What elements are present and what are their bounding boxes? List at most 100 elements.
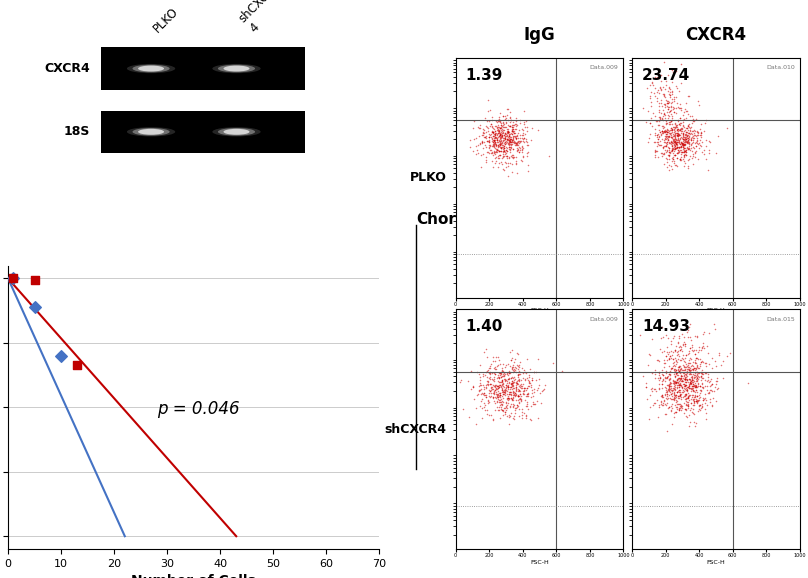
Point [669, 160, 682, 169]
Point [491, 138, 504, 147]
Point [674, 364, 687, 373]
Point [671, 148, 684, 157]
Point [487, 136, 500, 145]
Point [674, 405, 687, 414]
Point [679, 148, 692, 157]
Point [659, 146, 671, 155]
Point [659, 131, 671, 140]
Point [652, 384, 665, 394]
Point [680, 127, 693, 136]
Point [512, 373, 525, 382]
Point [709, 357, 722, 366]
Point [518, 119, 531, 128]
Point [663, 145, 675, 154]
Point [505, 395, 518, 404]
Point [481, 377, 494, 386]
Point [682, 364, 695, 373]
Point [490, 130, 503, 139]
Point [681, 129, 694, 138]
Point [512, 361, 525, 370]
Point [477, 125, 490, 134]
Point [646, 78, 659, 87]
Point [667, 361, 680, 370]
Point [709, 376, 722, 385]
Point [677, 161, 690, 171]
Point [671, 131, 684, 140]
Point [468, 394, 481, 403]
Point [680, 390, 692, 399]
Point [511, 130, 524, 139]
Point [646, 386, 659, 395]
Point [684, 387, 697, 396]
Point [663, 119, 676, 128]
Point [673, 342, 686, 351]
Point [675, 138, 688, 147]
Point [675, 402, 688, 411]
Point [656, 369, 669, 379]
Point [649, 116, 662, 125]
Point [678, 126, 691, 135]
Point [486, 142, 499, 151]
Point [662, 103, 675, 112]
Point [650, 395, 663, 405]
Point [508, 406, 521, 415]
Point [507, 390, 520, 399]
Point [658, 397, 671, 406]
Point [503, 132, 516, 142]
Point [660, 129, 673, 139]
Point [690, 396, 703, 405]
Point [675, 381, 688, 390]
Point [494, 373, 507, 382]
Point [511, 375, 524, 384]
Point [684, 366, 696, 376]
Point [662, 82, 675, 91]
Point [503, 121, 516, 130]
Point [673, 399, 686, 408]
Point [688, 134, 701, 143]
Point [498, 387, 511, 397]
Point [493, 391, 506, 401]
Point [686, 342, 699, 351]
Point [516, 407, 528, 417]
Point [662, 114, 675, 123]
Point [491, 352, 504, 361]
Point [517, 138, 530, 147]
Point [659, 139, 672, 148]
Point [681, 155, 694, 164]
Point [517, 153, 530, 162]
Point [497, 144, 510, 153]
Point [506, 376, 519, 386]
Point [646, 109, 659, 118]
Point [662, 393, 675, 402]
Point [661, 386, 674, 395]
Point [697, 146, 710, 155]
Point [494, 370, 507, 380]
Point [681, 375, 694, 384]
Point [469, 141, 482, 150]
Point [478, 382, 490, 391]
Point [501, 143, 514, 153]
Point [648, 369, 661, 379]
Point [677, 369, 690, 378]
Point [556, 367, 569, 376]
Point [464, 143, 477, 152]
Point [651, 138, 664, 147]
Point [691, 367, 704, 376]
Point [500, 147, 513, 156]
Point [677, 139, 690, 149]
Point [503, 144, 516, 154]
Point [677, 375, 690, 384]
Point [674, 391, 687, 401]
Point [667, 128, 680, 137]
Point [686, 126, 699, 135]
Point [660, 162, 673, 172]
Point [679, 381, 692, 390]
Point [489, 142, 502, 151]
Point [494, 139, 507, 149]
Point [666, 141, 679, 150]
Point [507, 124, 520, 134]
Point [478, 129, 490, 138]
Point [701, 370, 714, 379]
Point [489, 126, 502, 135]
Point [703, 378, 716, 387]
